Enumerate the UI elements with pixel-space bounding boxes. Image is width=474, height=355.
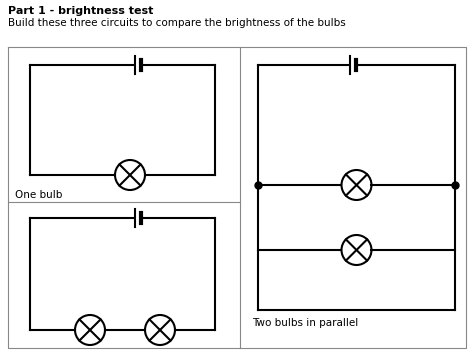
Text: Two bulbs in parallel: Two bulbs in parallel [252,318,358,328]
Text: Part 1 - brightness test: Part 1 - brightness test [8,6,154,16]
Text: Build these three circuits to compare the brightness of the bulbs: Build these three circuits to compare th… [8,18,346,28]
Text: One bulb: One bulb [15,190,63,200]
